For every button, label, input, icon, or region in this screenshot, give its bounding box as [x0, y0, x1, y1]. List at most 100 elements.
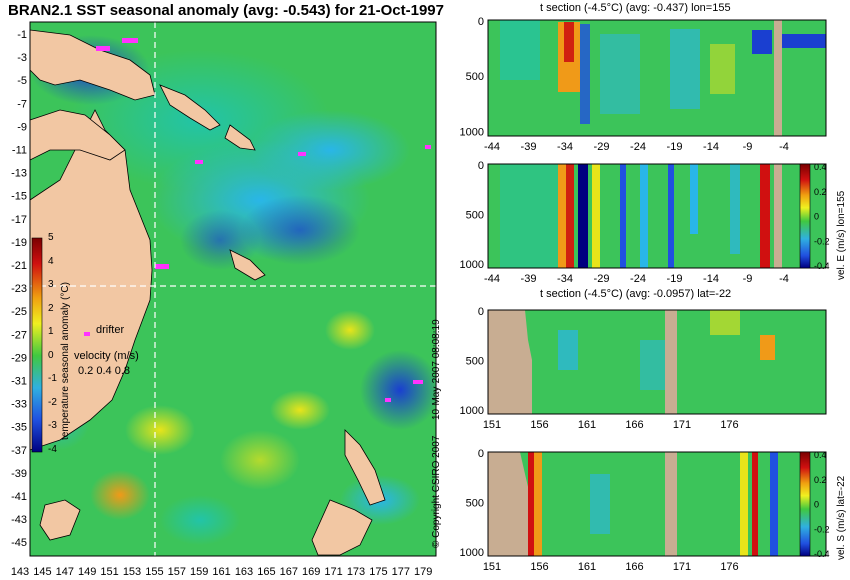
velocity-colorbar-tick: 0	[814, 212, 819, 222]
map-frame	[29, 21, 437, 557]
temperature-colorbar-label: temperature seasonal anomaly (°C)	[60, 282, 71, 440]
section-x-tick: -29	[594, 273, 610, 285]
velocity-colorbar-tick: -0.4	[814, 549, 830, 559]
map-lat-tick: -37	[11, 445, 27, 457]
drifter-legend-icon	[84, 332, 90, 336]
t-section-lat-panel: 0 500 1000 151 156 161 166 171 176	[460, 306, 827, 431]
colorbar-tick: -3	[48, 420, 57, 432]
section-x-tick: -14	[703, 141, 719, 153]
section-x-tick: 156	[530, 419, 548, 431]
map-lon-tick: 153	[123, 566, 141, 578]
map-land	[29, 29, 386, 556]
map-lat-tick: -41	[11, 491, 27, 503]
map-lon-tick: 175	[369, 566, 387, 578]
section-x-tick: -24	[630, 273, 646, 285]
colorbar-tick: 0	[48, 349, 54, 361]
map-lat-tick: -7	[17, 98, 27, 110]
colorbar-tick: 1	[48, 326, 54, 338]
solomon-land	[224, 124, 256, 151]
section-x-tick: -24	[630, 141, 646, 153]
t-section-lon-panel: 0 500 1000 -44 -39 -34 -29 -24 -19 -14 -9 -4	[460, 16, 827, 153]
sst-map: -1-3-5-7-9-11-13-15-17-19-21-23-25-27-29…	[11, 21, 440, 578]
map-lat-tick: -31	[11, 376, 27, 388]
drifter-label: drifter	[96, 324, 125, 336]
temperature-colorbar	[31, 237, 43, 453]
main-title: BRAN2.1 SST seasonal anomaly (avg: -0.54…	[8, 2, 444, 19]
section-x-tick: 171	[673, 419, 691, 431]
section-x-tick: 176	[720, 561, 738, 573]
depth-tick: 0	[478, 306, 484, 318]
map-lon-tick: 163	[235, 566, 253, 578]
vel-s-colorbar-label: vel. S (m/s) lat=-22	[836, 475, 847, 560]
colorbar-tick: 3	[48, 279, 54, 291]
section-x-tick: -44	[484, 273, 500, 285]
map-lon-tick: 165	[257, 566, 275, 578]
map-lon-tick: 149	[78, 566, 96, 578]
colorbar-tick: 2	[48, 302, 54, 314]
section-x-tick: -44	[484, 141, 500, 153]
velocity-values: 0.2 0.4 0.8	[78, 365, 130, 377]
colorbar-tick: -1	[48, 373, 57, 385]
map-lat-tick: -33	[11, 399, 27, 411]
section-x-tick: -29	[594, 141, 610, 153]
depth-tick: 0	[478, 160, 484, 172]
map-lon-tick: 161	[212, 566, 230, 578]
colorbar-tick: -2	[48, 396, 57, 408]
section-lines	[30, 22, 436, 556]
new-caledonia-land	[229, 249, 266, 281]
vel-e-section-panel: 0 500 1000 -44 -39 -34 -29 -24 -19 -14 -9 -4 0.4 0.…	[460, 160, 830, 285]
depth-tick: 1000	[460, 259, 484, 271]
map-lat-tick: -29	[11, 352, 27, 364]
depth-tick: 1000	[460, 405, 484, 417]
section-x-tick: -34	[557, 273, 573, 285]
velocity-colorbar-tick: 0.4	[814, 162, 827, 172]
vel-e-colorbar-label: vel. E (m/s) lon=155	[836, 190, 847, 280]
map-lat-ticks: -1 -3 -5 -7 -9 -11 -13 -15 -17 -19 -21 -23 -25 -27 -29…	[11, 29, 27, 549]
map-lat-tick: -17	[11, 214, 27, 226]
velocity-label: velocity (m/s)	[74, 350, 139, 362]
cape-york-land	[29, 109, 126, 161]
section-x-tick: 151	[483, 561, 501, 573]
map-lat-tick: -25	[11, 306, 27, 318]
nz-north-land	[344, 429, 386, 506]
map-lat-tick: -45	[11, 537, 27, 549]
map-lon-tick: 143	[11, 566, 29, 578]
depth-tick: 500	[466, 498, 484, 510]
section-x-tick: 161	[578, 419, 596, 431]
section-x-tick: -34	[557, 141, 573, 153]
new-britain-land	[159, 84, 221, 131]
map-lat-tick: -3	[17, 52, 27, 64]
colorbar-tick: 5	[48, 232, 54, 243]
map-lon-tick: 177	[392, 566, 410, 578]
map-lon-tick: 171	[324, 566, 342, 578]
map-lon-tick: 173	[347, 566, 365, 578]
map-lon-tick: 179	[414, 566, 432, 578]
map-lat-tick: -11	[12, 145, 27, 157]
map-lat-tick: -23	[11, 283, 27, 295]
section-x-tick: -9	[743, 141, 753, 153]
section-x-tick: -19	[667, 273, 683, 285]
section-x-tick: 171	[673, 561, 691, 573]
section-x-tick: -19	[667, 141, 683, 153]
velocity-colorbar-tick: 0.4	[814, 450, 827, 460]
map-lon-tick: 167	[280, 566, 298, 578]
map-lon-tick: 151	[100, 566, 118, 578]
depth-tick: 500	[466, 210, 484, 222]
section-x-tick: 161	[578, 561, 596, 573]
section-x-tick: -14	[703, 273, 719, 285]
colorbar-tick: -4	[48, 444, 57, 455]
section-x-tick: -9	[743, 273, 753, 285]
depth-tick: 1000	[460, 126, 484, 138]
velocity-colorbar-tick: -0.4	[814, 261, 830, 271]
map-lat-tick: -27	[11, 329, 27, 341]
drifter-markers	[96, 38, 431, 402]
map-lon-tick: 155	[145, 566, 163, 578]
map-lon-tick: 169	[302, 566, 320, 578]
section-x-tick: -4	[779, 273, 789, 285]
panel3-title: t section (-4.5°C) (avg: -0.0957) lat=-2…	[540, 288, 732, 300]
section-x-tick: 166	[625, 561, 643, 573]
tasmania-land	[39, 499, 81, 541]
map-lon-ticks: 143 145 147 149 151 153 155 157 159 161 163 165 167 1…	[11, 566, 433, 578]
velocity-colorbar-tick: 0.2	[814, 187, 827, 197]
map-lon-tick: 157	[168, 566, 186, 578]
